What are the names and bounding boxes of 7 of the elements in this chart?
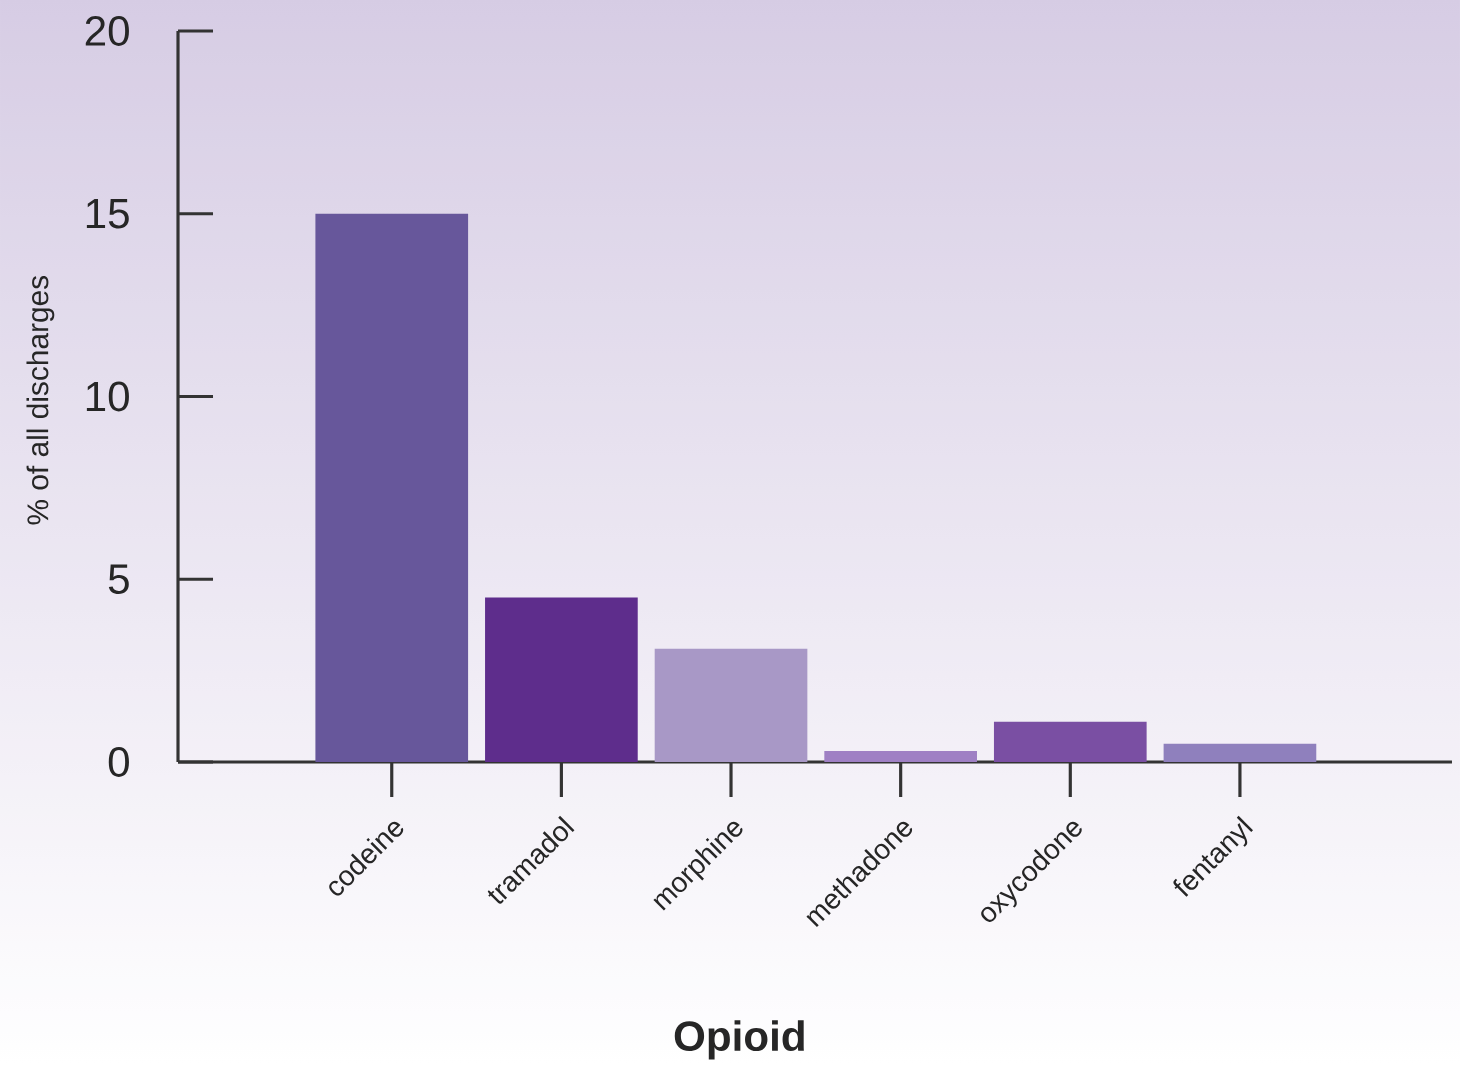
y-tick-label: 20 (85, 16, 129, 46)
y-tick-label: 15 (86, 199, 129, 229)
y-tick-label: 10 (86, 381, 129, 412)
y-tick-label: 0 (108, 747, 129, 777)
x-axis-title: Opioid (674, 1020, 804, 1060)
y-tick-label: 5 (108, 564, 129, 594)
y-axis-title: % of all discharges (26, 275, 55, 525)
